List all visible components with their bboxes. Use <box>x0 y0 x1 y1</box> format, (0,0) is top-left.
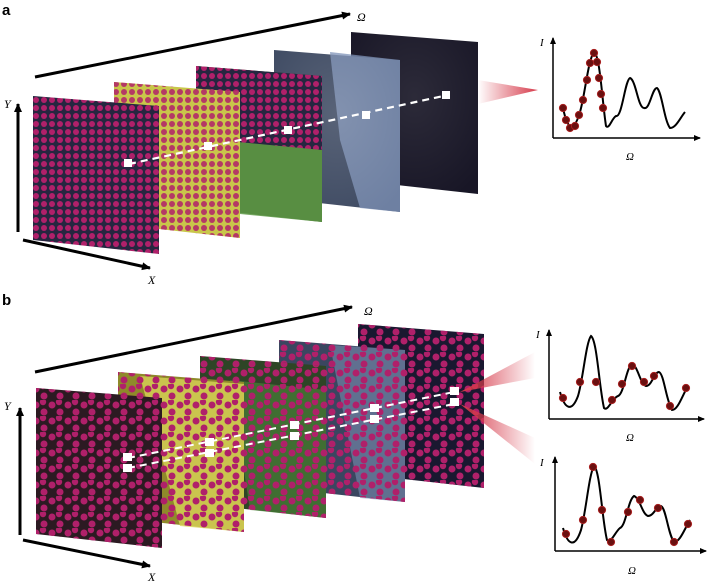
spectral-layer-1 <box>36 388 162 548</box>
omega-axis-arrow <box>34 304 353 374</box>
light-cone <box>460 404 535 464</box>
y-axis-label: Y <box>4 399 12 413</box>
pixel-trace <box>124 91 450 167</box>
x-axis-arrow <box>22 238 151 271</box>
omega-axis-label: Ω <box>364 304 373 318</box>
selected-pixel-marker <box>362 111 370 119</box>
x-axis-arrow <box>22 538 151 569</box>
selected-pixel-marker <box>442 91 450 99</box>
spectrum-samples <box>558 48 608 133</box>
plot-ylabel: I <box>535 329 541 341</box>
plot-xlabel: Ω <box>626 151 634 163</box>
selected-pixel-marker <box>370 415 379 423</box>
plot-xlabel: Ω <box>628 565 636 577</box>
spectrum-plot-b2: I Ω <box>539 456 707 577</box>
omega-axis-label: Ω <box>357 10 366 24</box>
selected-pixel-marker <box>450 387 459 395</box>
spectrum-plot-a: I Ω <box>539 37 701 163</box>
pixel-trace-pair <box>123 387 459 472</box>
plot-xlabel: Ω <box>626 432 634 444</box>
panel-b: b Ω Y X <box>2 292 707 583</box>
light-cone <box>478 80 538 104</box>
plot-ylabel: I <box>539 37 545 49</box>
panel-label-b: b <box>2 292 11 309</box>
x-axis-label: X <box>147 273 156 287</box>
spectrum-plot-b1: I Ω <box>535 329 705 444</box>
selected-pixel-marker <box>205 449 214 457</box>
selected-pixel-marker <box>284 126 292 134</box>
selected-pixel-marker <box>290 432 299 440</box>
spectrum-curve <box>562 464 691 544</box>
panel-a: a Ω Y X <box>2 2 701 287</box>
light-cone <box>460 352 535 392</box>
spectrum-samples <box>561 462 693 547</box>
panel-label-a: a <box>2 2 11 19</box>
y-axis-label: Y <box>4 97 12 111</box>
selected-pixel-marker <box>370 404 379 412</box>
spectrum-samples <box>558 361 691 411</box>
selected-pixel-marker <box>290 421 299 429</box>
selected-pixel-marker <box>205 438 214 446</box>
spectral-layer-1 <box>33 96 159 254</box>
spectrum-curve <box>559 334 689 412</box>
selected-pixel-marker <box>123 453 132 461</box>
plot-ylabel: I <box>539 457 545 469</box>
selected-pixel-marker <box>123 464 132 472</box>
omega-axis-arrow <box>34 11 351 79</box>
selected-pixel-marker <box>204 142 212 150</box>
x-axis-label: X <box>147 570 156 583</box>
selected-pixel-marker <box>450 398 459 406</box>
selected-pixel-marker <box>124 159 132 167</box>
